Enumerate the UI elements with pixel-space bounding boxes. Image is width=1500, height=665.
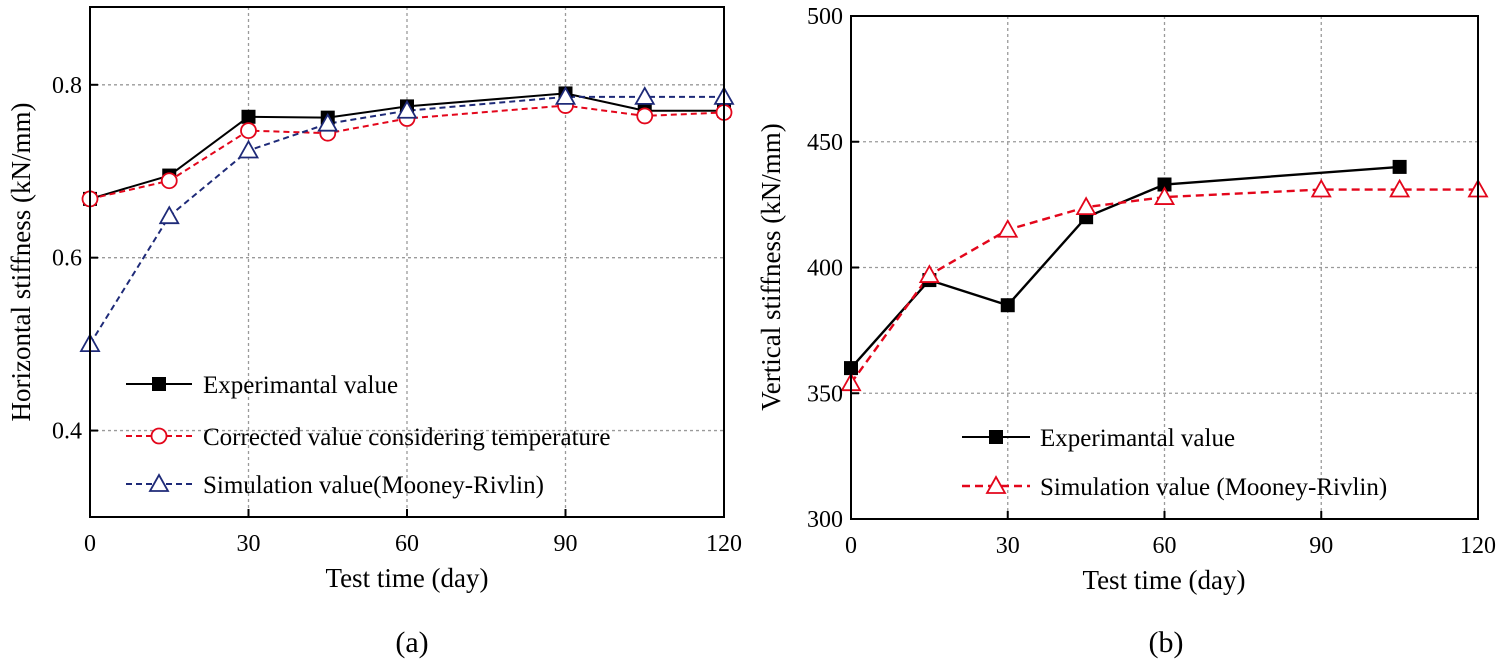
panel-a-series-3-point (237, 139, 260, 159)
panel-b-series-2-point (997, 218, 1019, 238)
legend-a-corrected-marker (150, 427, 168, 445)
panel-a-x-tick-label: 30 (237, 531, 261, 557)
panel-b-x-tick-label: 90 (1309, 533, 1333, 559)
panel-a-horizontal-stiffness-chart: 0 30 60 90 120 0.4 0.6 0.8 Test time (day) Hori… (6, 6, 742, 659)
legend-b-experimental-marker (989, 430, 1003, 444)
panel-b-y-tick-label: 400 (807, 256, 843, 282)
panel-b-series-1-point (1000, 298, 1015, 313)
panel-b-series-2-point (1153, 186, 1176, 205)
panel-b-x-tick-label: 120 (1460, 533, 1496, 559)
panel-a-y-tick-label: 0.6 (52, 246, 82, 272)
panel-b-y-tick-label: 300 (807, 507, 843, 533)
panel-b-series-1-point (1157, 177, 1172, 192)
legend-a-corrected-label: Corrected value considering temperature (203, 424, 610, 451)
panel-a-legend: Experimantal value Corrected value consi… (126, 372, 610, 499)
panel-a-series-3-point (396, 99, 418, 119)
legend-a-experimental-marker (152, 377, 166, 391)
panel-a-x-tick-label: 90 (554, 531, 578, 557)
panel-b-series-line-2 (850, 188, 1478, 384)
panel-a-x-tick-label: 0 (84, 531, 96, 557)
panel-a-x-tick-label: 120 (706, 531, 742, 557)
panel-a-caption: (a) (395, 626, 428, 659)
legend-a-experimental-label: Experimantal value (203, 372, 398, 399)
legend-a-simulation-marker (148, 473, 170, 492)
panel-a-y-tick-label: 0.4 (52, 419, 82, 445)
panel-b-series-1-point (1392, 159, 1407, 174)
panel-b-x-tick-label: 60 (1153, 533, 1177, 559)
panel-a-series-1-point (241, 109, 256, 124)
panel-b-grid (851, 16, 1478, 519)
panel-b-vertical-stiffness-chart: 0 30 60 90 120 300 350 400 450 500 Test time (day… (756, 4, 1496, 659)
panel-b-legend: Experimantal value Simulation value (Moo… (962, 425, 1387, 501)
panel-a-series-2-point (160, 172, 178, 190)
panel-b-x-tick-label: 0 (845, 533, 857, 559)
panel-b-x-tick-label: 30 (996, 533, 1020, 559)
legend-b-experimental-label: Experimantal value (1040, 425, 1235, 452)
panel-a-x-tick-label: 60 (395, 531, 419, 557)
panel-b-caption: (b) (1149, 626, 1184, 659)
panel-a-x-axis-title: Test time (day) (325, 563, 488, 593)
panel-a-series-3-point (158, 205, 180, 225)
panel-b-ticks: 0 30 60 90 120 300 350 400 450 500 (807, 4, 1496, 559)
panel-a-series-3-point (554, 86, 577, 105)
panel-a-series-line-2 (89, 104, 725, 200)
legend-b-simulation-label: Simulation value (Mooney-Rivlin) (1040, 474, 1387, 501)
legend-a-simulation-label: Simulation value(Mooney-Rivlin) (203, 472, 544, 499)
panel-a-series-3-point (317, 112, 339, 132)
panel-b-series-2-point (918, 264, 940, 283)
panel-b-y-tick-label: 350 (807, 381, 843, 407)
panel-a-series-2-point (636, 107, 654, 125)
panel-b-series-2-point (1389, 178, 1411, 198)
panel-a-ticks: 0 30 60 90 120 0.4 0.6 0.8 (52, 73, 742, 557)
panel-a-series-line-3 (89, 95, 724, 345)
panel-b-x-axis-title: Test time (day) (1082, 565, 1245, 595)
panel-a-series-line-1 (89, 92, 724, 200)
panel-b-y-axis-title: Vertical stiffness (kN/mm) (756, 123, 786, 410)
panel-a-y-tick-label: 0.8 (52, 73, 82, 99)
panel-a-series-2-point (240, 122, 257, 140)
panel-b-series (840, 159, 1489, 392)
panel-b-series-2-point (1075, 196, 1097, 216)
panel-b-series-2-point (1310, 178, 1332, 198)
panel-b-y-tick-label: 450 (807, 130, 843, 156)
panel-b-y-tick-label: 500 (807, 4, 843, 30)
panel-a-y-axis-title: Horizontal stiffness (kN/mm) (6, 103, 36, 422)
legend-b-simulation-marker (985, 475, 1007, 494)
panel-a-series-3-point (634, 86, 656, 105)
